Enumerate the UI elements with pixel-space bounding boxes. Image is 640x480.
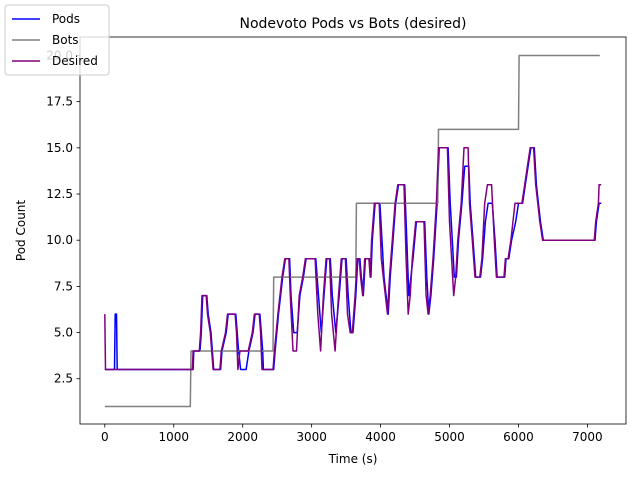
axes-frame xyxy=(79,36,627,425)
y-tick-label: 17.5 xyxy=(46,95,73,109)
legend: Pods Bots Desired xyxy=(4,4,110,76)
x-tick-label: 3000 xyxy=(296,430,327,444)
y-axis-label: Pod Count xyxy=(14,200,28,262)
legend-label-desired: Desired xyxy=(52,54,98,68)
series-line-desired xyxy=(104,147,602,371)
x-tick-label: 7000 xyxy=(572,430,603,444)
legend-box xyxy=(4,4,110,76)
y-tick-label: 2.5 xyxy=(54,372,73,386)
x-tick-label: 6000 xyxy=(503,430,534,444)
y-tick-label: 12.5 xyxy=(46,187,73,201)
y-tick-label: 15.0 xyxy=(46,141,73,155)
x-tick-label: 5000 xyxy=(434,430,465,444)
y-tick-label: 5.0 xyxy=(54,326,73,340)
x-tick-label: 4000 xyxy=(365,430,396,444)
x-tick-label: 2000 xyxy=(227,430,258,444)
series-line-bots xyxy=(104,54,600,408)
plot-area xyxy=(79,36,627,425)
y-tick-label: 10.0 xyxy=(46,233,73,247)
legend-label-pods: Pods xyxy=(52,12,80,26)
x-axis-label: Time (s) xyxy=(328,452,378,466)
x-tick-label: 0 xyxy=(101,430,109,444)
x-tick-label: 1000 xyxy=(158,430,189,444)
series-lines xyxy=(104,54,602,408)
chart-title: Nodevoto Pods vs Bots (desired) xyxy=(239,16,466,32)
legend-label-bots: Bots xyxy=(52,33,79,47)
y-tick-label: 7.5 xyxy=(54,279,73,293)
x-axis: 0 1000 2000 3000 4000 5000 6000 7000 xyxy=(101,424,603,444)
